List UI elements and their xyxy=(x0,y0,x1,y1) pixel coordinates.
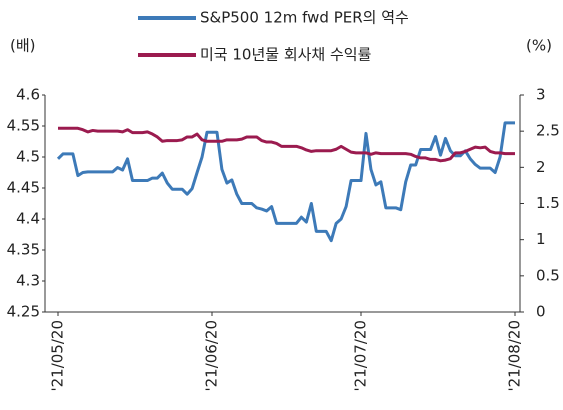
y2-tick-label: 2 xyxy=(536,158,546,176)
x-tick-label: '21/05/20 xyxy=(49,320,67,392)
y-tick-label: 4.35 xyxy=(7,241,40,259)
y-tick-label: 4.5 xyxy=(16,148,40,166)
legend-label: S&P500 12m fwd PER의 역수 xyxy=(200,9,409,27)
x-tick-label: '21/08/20 xyxy=(506,320,524,392)
series-line xyxy=(58,126,515,163)
y2-tick-label: 1 xyxy=(536,230,546,248)
y2-tick-label: 0 xyxy=(536,303,546,321)
x-tick-label: '21/07/20 xyxy=(352,320,370,392)
y2-tick-label: 2.5 xyxy=(536,122,560,140)
legend-label: 미국 10년물 회사채 수익률 xyxy=(200,46,372,64)
y2-tick-label: 3 xyxy=(536,86,546,104)
y-axis-label: (배) xyxy=(10,37,36,55)
y-tick-label: 4.4 xyxy=(16,210,40,228)
y-tick-label: 4.25 xyxy=(7,303,40,321)
x-tick-label: '21/06/20 xyxy=(202,320,220,392)
y-tick-label: 4.55 xyxy=(7,117,40,135)
y2-axis-label: (%) xyxy=(526,37,552,55)
y-tick-label: 4.45 xyxy=(7,179,40,197)
y2-tick-label: 0.5 xyxy=(536,266,560,284)
y-tick-label: 4.3 xyxy=(16,272,40,290)
series-line xyxy=(56,121,515,243)
y-tick-label: 4.6 xyxy=(16,86,40,104)
y2-tick-label: 1.5 xyxy=(536,194,560,212)
